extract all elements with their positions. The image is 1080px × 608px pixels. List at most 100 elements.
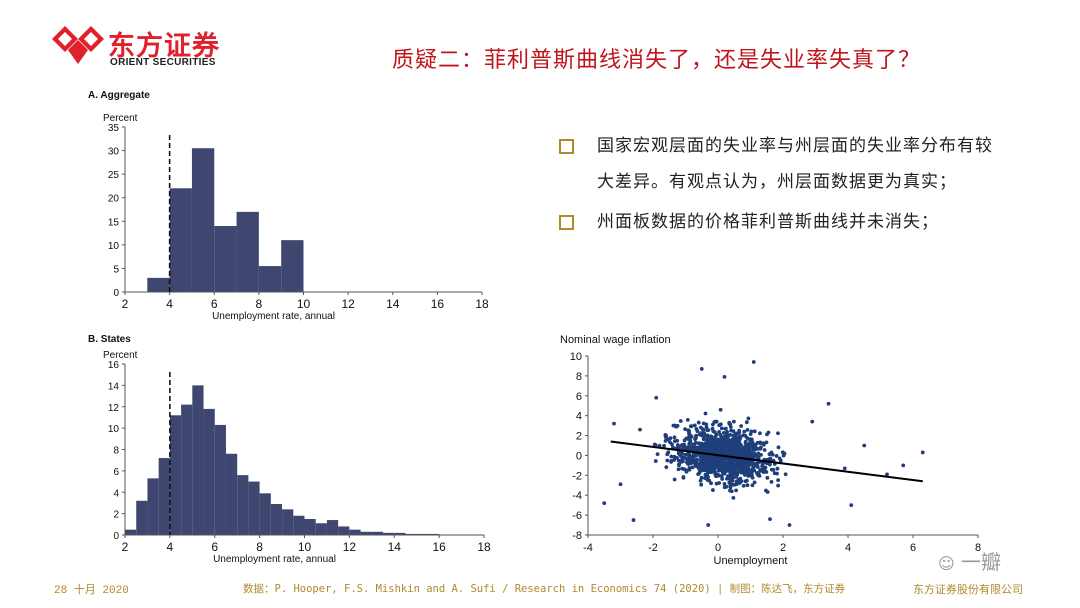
scatter-point: [706, 523, 711, 527]
y-tick-label: 15: [108, 217, 120, 228]
scatter-point: [717, 423, 722, 428]
scatter-point: [761, 441, 766, 446]
scatter-point: [714, 441, 719, 446]
scatter-point: [669, 454, 674, 459]
scatter-point: [749, 470, 754, 475]
histogram-bar: [281, 240, 304, 292]
scatter-point: [663, 432, 668, 437]
scatter-point: [745, 470, 750, 475]
scatter-point: [849, 503, 854, 508]
scatter-point: [760, 461, 765, 466]
scatter-point: [729, 462, 733, 467]
scatter-point: [738, 476, 743, 481]
scatter-point: [662, 443, 666, 448]
x-tick-label: 18: [477, 540, 491, 554]
scatter-point: [710, 488, 715, 492]
y-tick-label: 30: [108, 147, 120, 158]
scatter-point: [759, 453, 763, 457]
x-tick-label: 4: [167, 540, 174, 554]
x-tick-label: 10: [297, 297, 311, 311]
scatter-point: [723, 426, 728, 431]
scatter-point: [719, 474, 724, 479]
y-tick-label: 6: [576, 391, 582, 403]
y-tick-label: 0: [113, 531, 119, 542]
histogram-bar: [282, 509, 294, 535]
scatter-point: [699, 475, 704, 480]
scatter-point: [698, 425, 703, 430]
scatter-point: [720, 456, 725, 461]
scatter-point: [776, 431, 780, 436]
y-tick-label: 10: [108, 424, 120, 435]
y-tick-label: 20: [108, 194, 120, 205]
scatter-point: [742, 429, 747, 434]
y-tick-label: 16: [108, 360, 120, 371]
histogram-bar: [147, 277, 170, 292]
scatter-point: [728, 432, 733, 437]
scatter-point: [697, 470, 702, 475]
histogram-bar: [383, 532, 395, 535]
scatter-point: [671, 445, 675, 450]
x-tick-label: 16: [432, 540, 446, 554]
scatter-point: [709, 464, 714, 469]
histogram-bar: [181, 404, 193, 535]
scatter-point: [749, 449, 754, 454]
scatter-point: [762, 468, 767, 473]
scatter-point: [684, 436, 689, 441]
scatter-point: [750, 467, 755, 472]
scatter-point: [778, 458, 783, 463]
histogram-bar: [360, 531, 372, 535]
scatter-point: [696, 420, 701, 425]
scatter-point: [676, 451, 681, 456]
footer-source: 数据：P. Hooper, F.S. Mishkin and A. Sufi /…: [243, 583, 846, 595]
scatter-point: [728, 485, 733, 490]
scatter-point: [665, 458, 670, 463]
scatter-point: [749, 429, 754, 434]
scatter-point: [687, 435, 692, 440]
scatter-point: [687, 431, 691, 436]
y-tick-label: 0: [576, 450, 582, 462]
x-axis-label: Unemployment rate, annual: [213, 554, 336, 565]
slide-title: 质疑二：菲利普斯曲线消失了，还是失业率失真了？: [392, 48, 922, 73]
panel-title: A. Aggregate: [88, 90, 150, 101]
scatter-point: [631, 518, 636, 522]
histogram-bar: [371, 531, 384, 535]
histogram-bar: [158, 458, 170, 535]
scatter-point: [727, 480, 732, 485]
scatter-point: [676, 444, 681, 449]
scatter-point: [618, 482, 623, 487]
scatter-point: [689, 445, 693, 450]
scatter-point: [718, 464, 722, 469]
scatter-point: [722, 469, 727, 474]
scatter-point: [710, 426, 715, 431]
scatter-point: [655, 452, 660, 457]
scatter-point: [687, 442, 692, 446]
scatter-point: [602, 501, 607, 506]
scatter-point: [668, 436, 673, 441]
scatter-point: [746, 416, 751, 421]
x-tick-label: 16: [431, 297, 445, 311]
histogram-bar: [147, 478, 159, 535]
x-tick-label: 14: [386, 297, 400, 311]
scatter-point: [713, 471, 718, 475]
scatter-point: [692, 423, 697, 428]
scatter-point: [782, 451, 787, 456]
footer-company: 东方证券股份有限公司: [913, 583, 1023, 596]
scatter-point: [722, 481, 727, 486]
scatter-point: [734, 436, 739, 441]
x-tick-label: 0: [715, 542, 721, 554]
scatter-point: [736, 441, 741, 446]
scatter-point: [745, 465, 750, 470]
y-tick-label: -2: [572, 470, 582, 482]
x-tick-label: 6: [910, 542, 916, 554]
scatter-point: [688, 455, 693, 460]
scatter-point: [731, 470, 736, 475]
scatter-point: [752, 429, 757, 434]
scatter-point: [706, 446, 711, 451]
scatter-point: [776, 478, 781, 483]
scatter-point: [676, 467, 681, 472]
scatter-point: [693, 436, 698, 441]
y-tick-label: 14: [108, 381, 120, 392]
y-tick-label: 2: [113, 510, 119, 521]
scatter-point: [742, 445, 746, 450]
